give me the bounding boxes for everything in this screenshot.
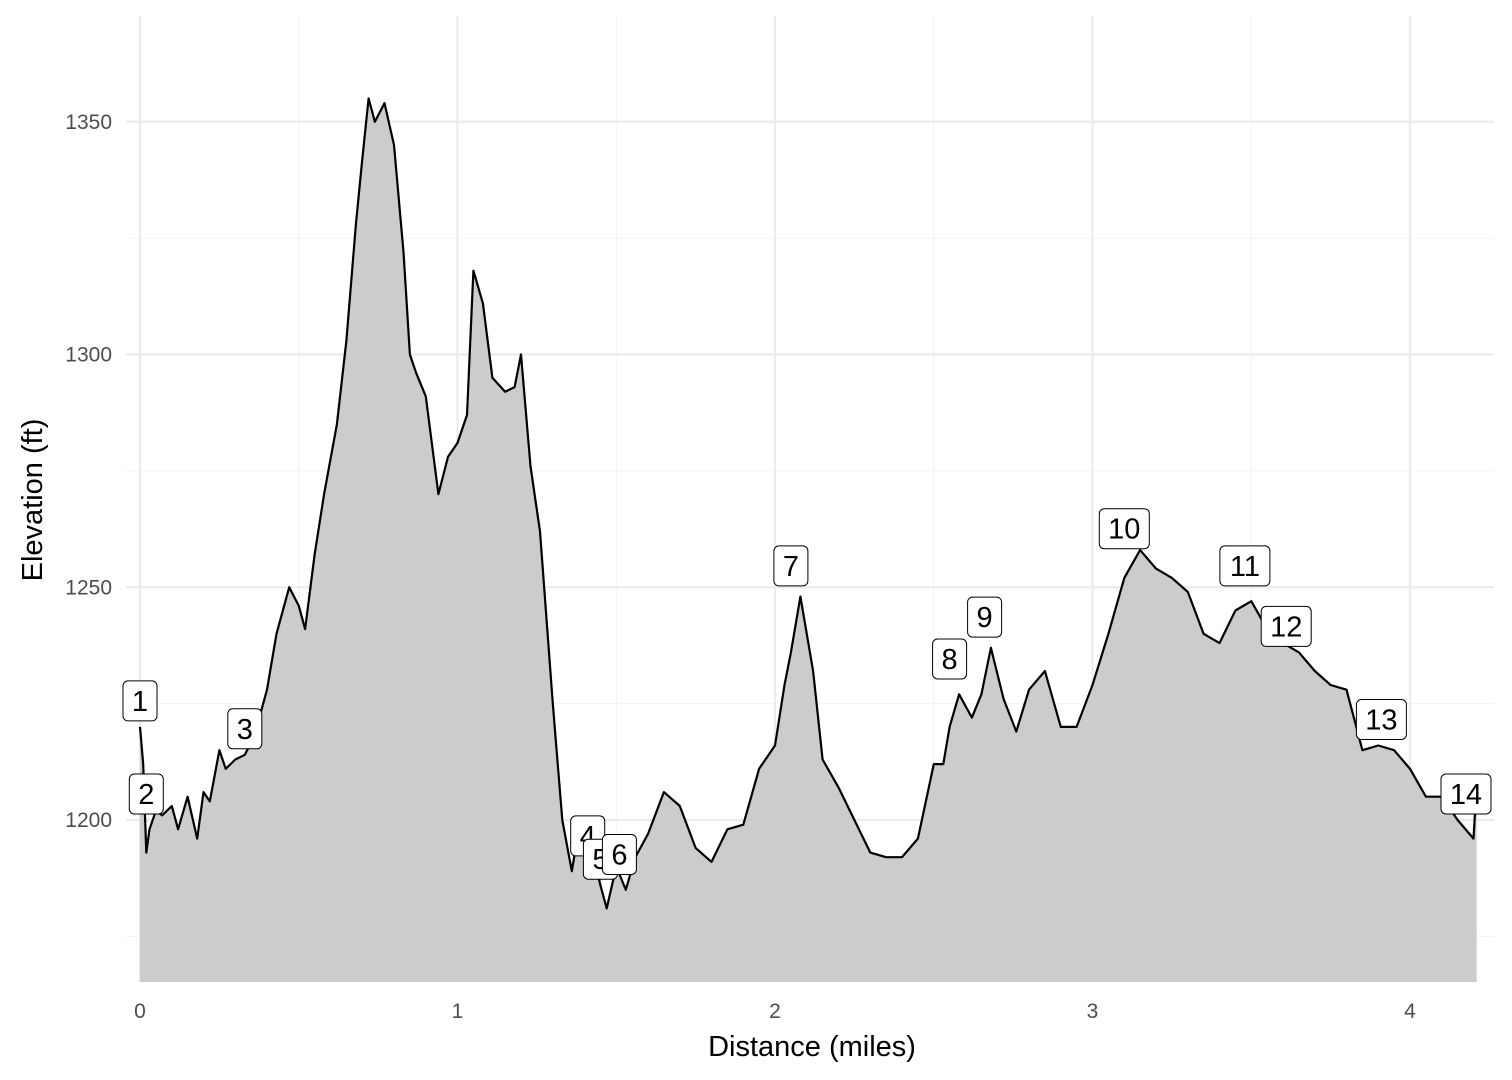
waypoint-box	[1219, 545, 1271, 587]
waypoint-text: 6	[611, 840, 627, 872]
y-tick-label: 1300	[65, 344, 112, 367]
waypoint-text: 2	[138, 779, 154, 811]
waypoint-text: 14	[1450, 779, 1482, 811]
waypoint-text: 10	[1108, 514, 1140, 546]
waypoint-box	[227, 708, 263, 750]
x-tick-label: 3	[1087, 1000, 1099, 1023]
y-tick-label: 1350	[65, 111, 112, 134]
y-axis-title: Elevation (ft)	[17, 419, 49, 582]
waypoint-label-6: 6	[601, 834, 637, 875]
y-axis-tick-labels: 1200 1250 1300 1350	[65, 111, 112, 832]
waypoint-box	[1355, 699, 1407, 740]
waypoint-label-9: 9	[967, 596, 1003, 638]
waypoint-text: 11	[1230, 551, 1260, 583]
waypoint-box	[773, 545, 809, 587]
x-axis-tick-labels: 0 1 2 3 4	[134, 1000, 1416, 1023]
elevation-line	[138, 97, 1478, 910]
waypoint-box	[122, 680, 158, 722]
elevation-area-group	[138, 97, 1478, 982]
x-tick-label: 1	[452, 1000, 464, 1023]
y-tick-label: 1250	[65, 576, 112, 599]
x-tick-label: 4	[1404, 1000, 1416, 1023]
waypoint-text: 8	[942, 644, 958, 676]
waypoint-text: 13	[1365, 705, 1397, 737]
waypoint-text: 12	[1270, 611, 1302, 643]
waypoint-label-3: 3	[227, 708, 263, 750]
waypoint-label-7: 7	[773, 545, 809, 587]
waypoint-text: 3	[237, 714, 253, 746]
waypoint-text: 7	[783, 551, 799, 583]
waypoint-box	[967, 596, 1003, 638]
waypoint-label-14: 14	[1440, 773, 1492, 815]
waypoint-label-8: 8	[932, 638, 968, 680]
waypoint-label-1: 1	[122, 680, 158, 722]
waypoint-label-11: 11	[1219, 545, 1271, 587]
waypoint-text: 9	[977, 602, 993, 634]
y-tick-label: 1200	[65, 809, 112, 832]
waypoint-label-12: 12	[1260, 605, 1312, 647]
waypoint-label-13: 13	[1355, 699, 1407, 740]
waypoint-text: 1	[132, 686, 148, 718]
waypoint-box	[128, 773, 164, 815]
waypoint-box	[1098, 508, 1150, 550]
waypoint-box	[932, 638, 968, 680]
waypoint-label-2: 2	[128, 773, 164, 815]
x-tick-label: 2	[769, 1000, 781, 1023]
waypoint-box	[1260, 605, 1312, 647]
waypoint-label-10: 10	[1098, 508, 1150, 550]
x-axis-title: Distance (miles)	[708, 1031, 916, 1063]
elevation-area	[140, 98, 1477, 982]
x-tick-label: 0	[134, 1000, 146, 1023]
waypoint-box	[1440, 773, 1492, 815]
waypoint-box	[601, 834, 637, 875]
